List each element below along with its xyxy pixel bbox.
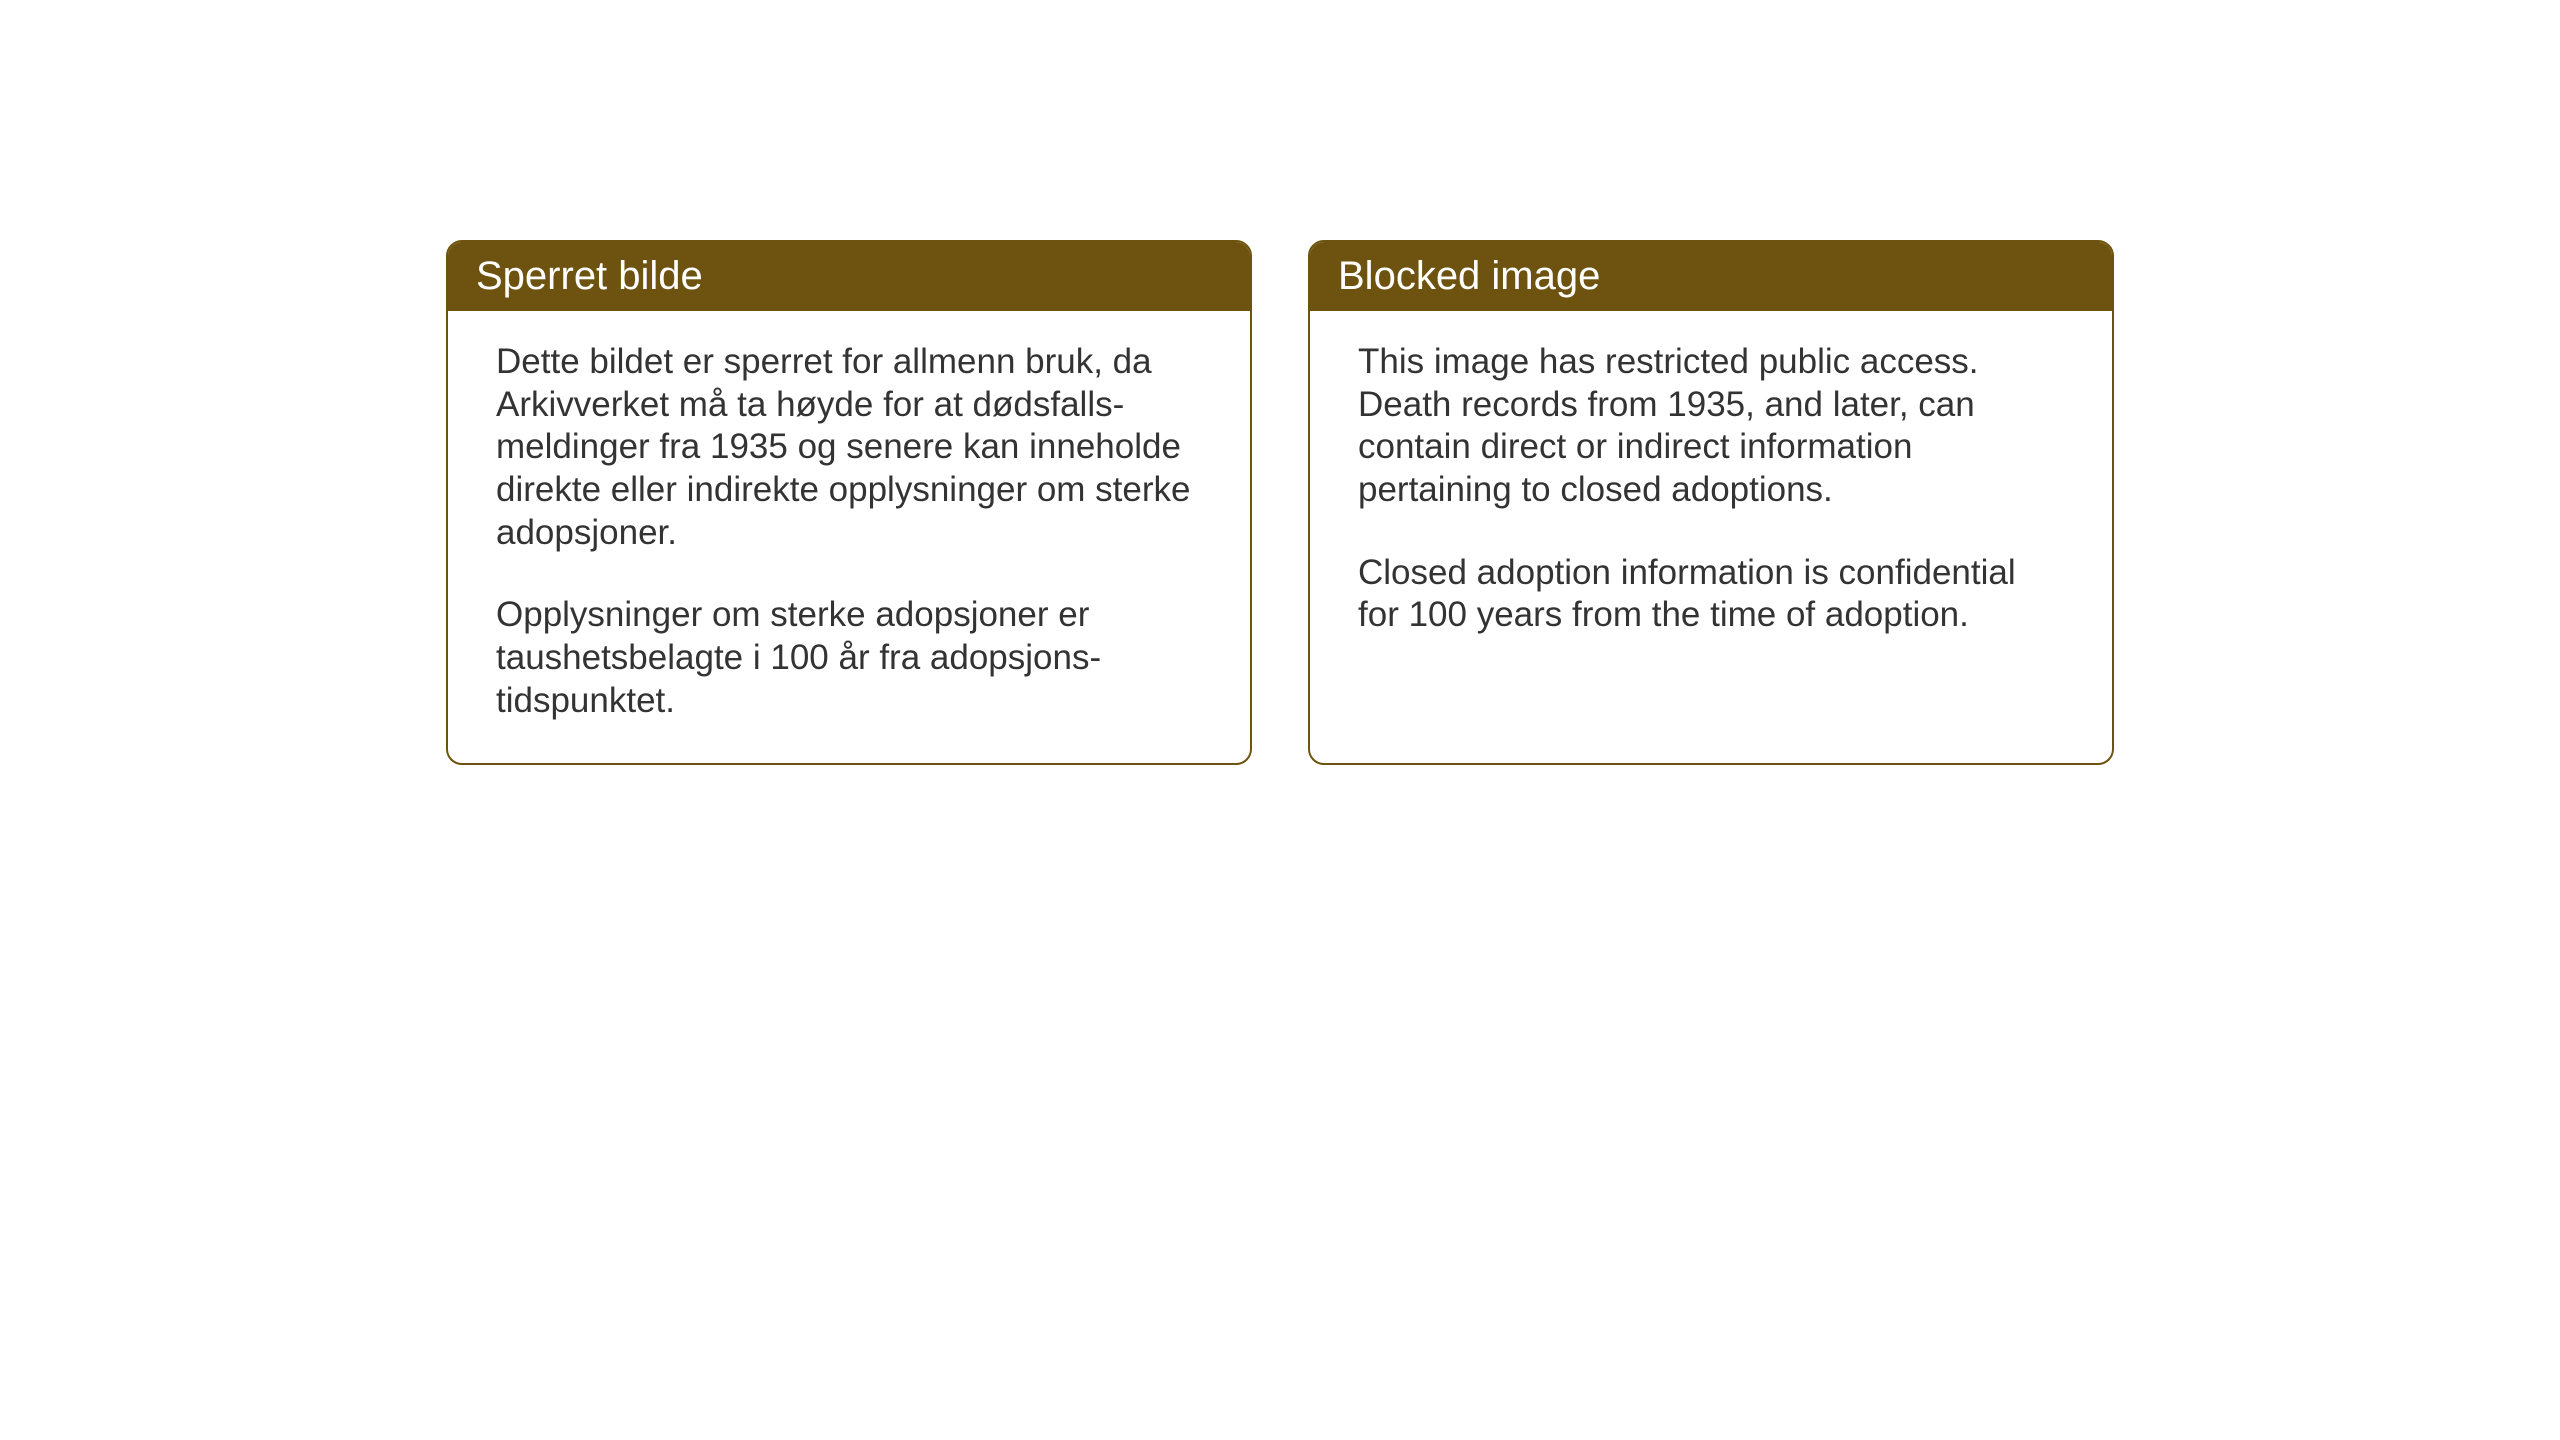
cards-container: Sperret bilde Dette bildet er sperret fo… xyxy=(446,240,2114,765)
card-norwegian: Sperret bilde Dette bildet er sperret fo… xyxy=(446,240,1252,765)
card-header-norwegian: Sperret bilde xyxy=(448,242,1250,311)
card-body-norwegian: Dette bildet er sperret for allmenn bruk… xyxy=(448,311,1250,763)
card-english: Blocked image This image has restricted … xyxy=(1308,240,2114,765)
card-paragraph-2: Opplysninger om sterke adopsjoner er tau… xyxy=(496,594,1202,722)
card-header-english: Blocked image xyxy=(1310,242,2112,311)
card-body-english: This image has restricted public access.… xyxy=(1310,311,2112,677)
card-paragraph-1: Dette bildet er sperret for allmenn bruk… xyxy=(496,341,1202,554)
card-paragraph-1: This image has restricted public access.… xyxy=(1358,341,2064,512)
card-paragraph-2: Closed adoption information is confident… xyxy=(1358,552,2064,637)
